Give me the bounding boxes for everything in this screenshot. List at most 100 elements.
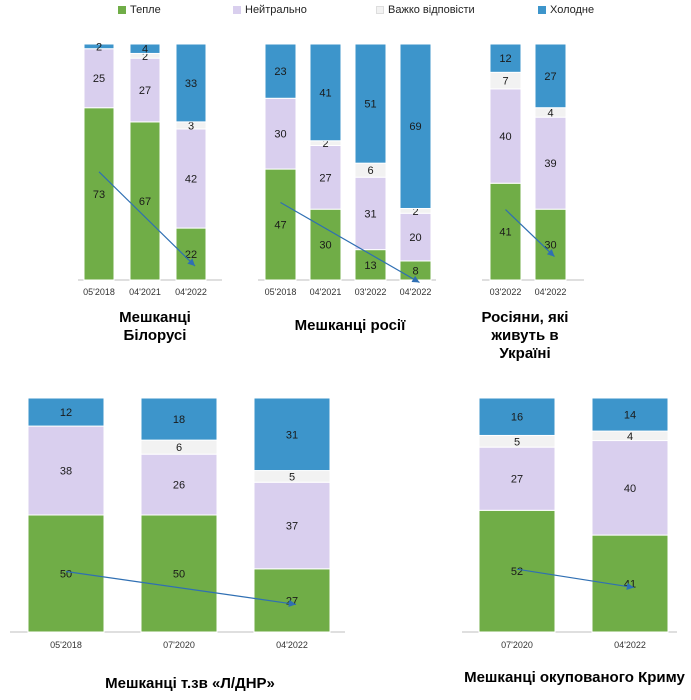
trend-arrow bbox=[280, 202, 420, 283]
bar-segment bbox=[140, 453, 218, 516]
bar-segment bbox=[27, 514, 105, 633]
data-label: 41 bbox=[319, 87, 331, 99]
data-label: 50 bbox=[173, 569, 185, 581]
bar-segment bbox=[83, 43, 115, 50]
data-label: 6 bbox=[176, 442, 182, 454]
data-label: 27 bbox=[286, 595, 298, 607]
bar-segment bbox=[140, 514, 218, 633]
data-label: 39 bbox=[544, 158, 556, 170]
category-tick-label: 04'2022 bbox=[614, 640, 646, 650]
data-label: 51 bbox=[364, 99, 376, 111]
legend-label-neutral: Нейтрально bbox=[245, 4, 307, 16]
category-tick-label: 04'2022 bbox=[400, 287, 432, 297]
bar-segment bbox=[591, 440, 669, 536]
bar-segment bbox=[534, 116, 567, 210]
bar-segment bbox=[534, 43, 567, 109]
bar-segment bbox=[309, 208, 342, 281]
data-label: 16 bbox=[511, 412, 523, 424]
data-label: 42 bbox=[185, 174, 197, 186]
bar-segment bbox=[489, 88, 522, 184]
data-label: 26 bbox=[173, 480, 185, 492]
data-label: 25 bbox=[93, 73, 105, 85]
trend-arrow bbox=[65, 570, 297, 607]
data-label: 27 bbox=[544, 71, 556, 83]
bar-segment bbox=[354, 176, 387, 251]
data-label: 2 bbox=[96, 41, 102, 53]
bar-segment bbox=[83, 107, 115, 281]
data-label: 30 bbox=[274, 129, 286, 141]
data-label: 41 bbox=[624, 579, 636, 591]
bar-segment bbox=[264, 43, 297, 99]
legend-label-warm: Тепле bbox=[130, 4, 161, 16]
legend-item-warm: Тепле bbox=[118, 4, 161, 16]
group-label-ldnr: Мешканці т.зв «Л/ДНР» bbox=[105, 675, 275, 692]
data-label: 13 bbox=[364, 260, 376, 272]
data-label: 52 bbox=[511, 566, 523, 578]
data-label: 31 bbox=[286, 429, 298, 441]
bar-segment bbox=[175, 43, 207, 123]
data-label: 73 bbox=[93, 189, 105, 201]
category-tick-label: 05'2018 bbox=[83, 287, 115, 297]
data-label: 7 bbox=[502, 76, 508, 88]
data-label: 12 bbox=[499, 53, 511, 65]
data-label: 14 bbox=[624, 410, 636, 422]
data-label: 4 bbox=[142, 44, 148, 56]
bar-segment bbox=[309, 43, 342, 142]
data-label: 27 bbox=[511, 474, 523, 486]
bar-segment bbox=[27, 397, 105, 427]
category-tick-label: 04'2021 bbox=[129, 287, 161, 297]
bar-segment bbox=[478, 397, 556, 436]
trend-arrow bbox=[505, 209, 555, 258]
bar-segment bbox=[591, 397, 669, 432]
data-label: 2 bbox=[322, 138, 328, 150]
data-label: 20 bbox=[409, 232, 421, 244]
bar-segment bbox=[140, 397, 218, 441]
bar-segment bbox=[83, 48, 115, 109]
bar-segment bbox=[489, 43, 522, 73]
category-tick-label: 03'2022 bbox=[490, 287, 522, 297]
category-tick-label: 04'2022 bbox=[276, 640, 308, 650]
data-label: 4 bbox=[547, 107, 553, 119]
data-label: 67 bbox=[139, 196, 151, 208]
bar-segment bbox=[129, 43, 161, 54]
data-label: 38 bbox=[60, 466, 72, 478]
category-tick-label: 04'2022 bbox=[175, 287, 207, 297]
bar-segment bbox=[591, 534, 669, 633]
bar-segment bbox=[354, 43, 387, 164]
data-label: 23 bbox=[274, 66, 286, 78]
data-label: 2 bbox=[412, 206, 418, 218]
category-tick-label: 04'2021 bbox=[310, 287, 342, 297]
data-label: 27 bbox=[139, 85, 151, 97]
bar-segment bbox=[534, 208, 567, 281]
bar-segment bbox=[399, 212, 432, 262]
data-label: 12 bbox=[60, 407, 72, 419]
group-label-crimea: Мешканці окупованого Криму bbox=[464, 669, 685, 686]
bar-segment bbox=[489, 182, 522, 281]
bar-segment bbox=[264, 168, 297, 281]
legend-item-neutral: Нейтрально bbox=[233, 4, 307, 16]
data-label: 2 bbox=[142, 51, 148, 63]
legend-swatch-hard bbox=[376, 6, 384, 14]
data-label: 3 bbox=[188, 120, 194, 132]
legend-item-hard: Важко відповісти bbox=[376, 4, 475, 16]
data-label: 30 bbox=[544, 240, 556, 252]
legend: Тепле Нейтрально Важко відповісти Холодн… bbox=[0, 4, 691, 22]
data-label: 33 bbox=[185, 78, 197, 90]
data-label: 22 bbox=[185, 249, 197, 261]
data-label: 4 bbox=[627, 431, 633, 443]
data-label: 31 bbox=[364, 208, 376, 220]
legend-swatch-warm bbox=[118, 6, 126, 14]
data-label: 6 bbox=[367, 165, 373, 177]
bar-segment bbox=[175, 128, 207, 229]
data-label: 69 bbox=[409, 121, 421, 133]
legend-label-cold: Холодне bbox=[550, 4, 595, 16]
category-tick-label: 05'2018 bbox=[265, 287, 297, 297]
bar-segment bbox=[399, 43, 432, 209]
legend-item-cold: Холодне bbox=[538, 4, 594, 16]
trend-arrow bbox=[516, 568, 635, 590]
bar-segment bbox=[264, 97, 297, 170]
data-label: 37 bbox=[286, 521, 298, 533]
category-tick-label: 04'2022 bbox=[535, 287, 567, 297]
data-label: 50 bbox=[60, 569, 72, 581]
